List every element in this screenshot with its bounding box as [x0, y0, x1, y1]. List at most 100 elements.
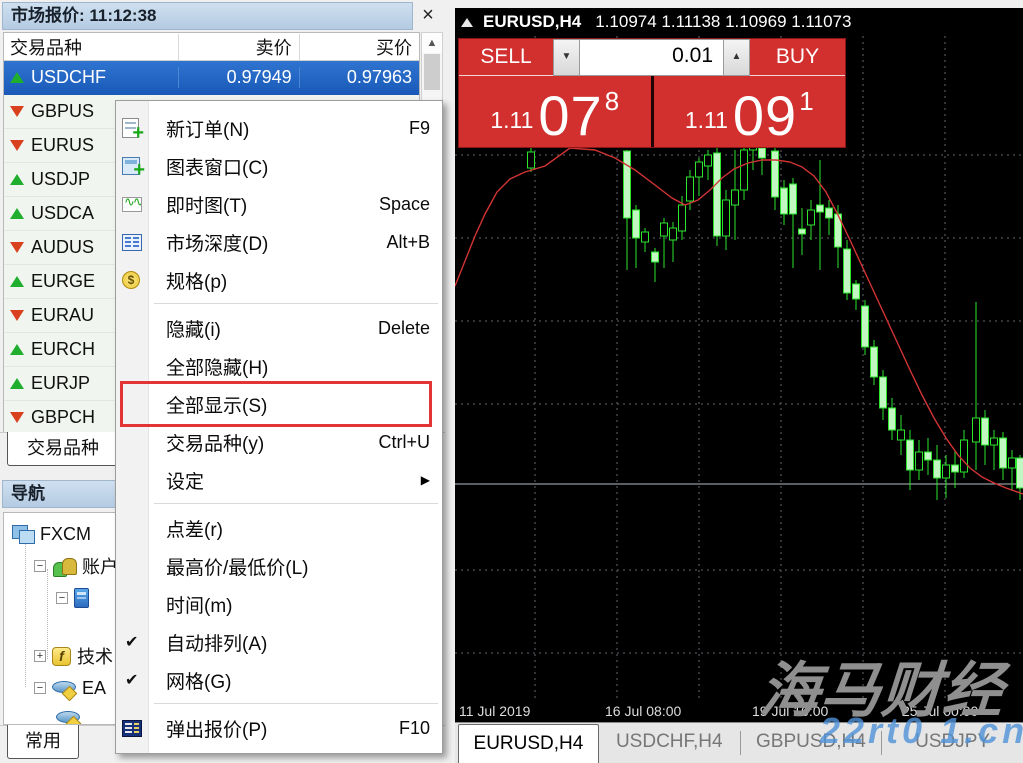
up-arrow-icon: [10, 72, 24, 83]
chart-tab-EURUSDH4[interactable]: EURUSD,H4: [458, 724, 599, 763]
chart-tab-GBPUSDH4[interactable]: GBPUSD,H4: [756, 731, 866, 752]
menu-item[interactable]: 市场深度(D) Alt+B: [116, 223, 442, 261]
candle-body: [669, 227, 677, 241]
scroll-up-icon[interactable]: ▲: [422, 33, 442, 53]
volume-input[interactable]: 0.01: [580, 39, 723, 76]
tree-item-技术[interactable]: + f 技术: [34, 643, 113, 669]
buy-price-prefix: 1.11: [684, 107, 728, 133]
chartwin-icon: [122, 157, 145, 182]
sell-button[interactable]: SELL: [459, 39, 553, 76]
menu-item[interactable]: 时间(m): [116, 585, 442, 623]
scrollbar-thumb[interactable]: [424, 54, 440, 90]
one-click-trading-panel: SELL ▼ 0.01 ▲ BUY 1.11 07 8 1.11 09 1: [458, 38, 846, 148]
menu-item[interactable]: 弹出报价(P) F10: [116, 709, 442, 747]
chart-tab-USDCHFH4[interactable]: USDCHF,H4: [615, 731, 723, 752]
tree-item-label: 技术: [77, 647, 113, 667]
menu-item[interactable]: 点差(r): [116, 509, 442, 547]
candle-body: [915, 451, 923, 471]
candle-body: [999, 437, 1007, 469]
sell-price-button[interactable]: 1.11 07 8: [459, 76, 654, 147]
tree-item-label: EA: [82, 677, 107, 698]
menu-item[interactable]: 隐藏(i) Delete: [116, 309, 442, 347]
fx-icon: f: [52, 646, 71, 666]
menu-item[interactable]: 图表窗口(C): [116, 147, 442, 185]
tab-divider: [881, 731, 883, 755]
symbol-cell: GBPCH: [4, 407, 178, 428]
symbol-name: EURGE: [31, 271, 96, 291]
chart-tab-USDJPY[interactable]: USDJPY: [915, 731, 991, 752]
up-arrow-icon: [10, 208, 24, 219]
menu-item[interactable]: 即时图(T) Space: [116, 185, 442, 223]
candle-body: [879, 376, 887, 409]
menu-item-label: 交易品种(y): [166, 433, 265, 455]
menu-item-shortcut: F10: [398, 717, 430, 738]
candle-body: [1016, 457, 1023, 489]
candle-body: [713, 152, 721, 237]
menu-item[interactable]: 最高价/最低价(L): [116, 547, 442, 585]
menu-item[interactable]: ✔ 网格(G): [116, 661, 442, 699]
menu-separator: [116, 699, 442, 709]
symbol-cell: EURGE: [4, 271, 178, 292]
candle-body: [960, 439, 968, 473]
candle-body: [870, 346, 878, 378]
acct-icon: [52, 556, 77, 577]
candle-body: [722, 199, 730, 237]
menu-item[interactable]: $ 规格(p): [116, 261, 442, 299]
candle-body: [888, 407, 896, 431]
tab-divider: [739, 731, 741, 755]
menu-item[interactable]: 全部隐藏(H): [116, 347, 442, 385]
menu-item-label: 点差(r): [166, 519, 223, 541]
menu-item[interactable]: 设定 ▶: [116, 461, 442, 499]
buy-price-button[interactable]: 1.11 09 1: [654, 76, 846, 147]
menu-item[interactable]: 全部显示(S): [116, 381, 442, 427]
expander-collapse-icon[interactable]: −: [34, 560, 46, 572]
candlestick-chart: 11 Jul 2019 16 Jul 08:00 19 Jul 16:00 25 Ju…: [455, 36, 1023, 722]
tree-item-label: 账户: [82, 557, 118, 577]
symbol-name: USDCHF: [31, 67, 106, 87]
tab-common[interactable]: 常用: [7, 725, 79, 759]
collapse-triangle-icon[interactable]: [461, 17, 473, 27]
expander-collapse-icon[interactable]: −: [56, 592, 68, 604]
candle-body: [632, 209, 640, 239]
tab-symbols[interactable]: 交易品种: [7, 432, 119, 466]
x-axis-label: 25 Jul 00:00: [902, 703, 978, 719]
column-header-symbol[interactable]: 交易品种: [10, 37, 82, 58]
menu-item[interactable]: 交易品种(y) Ctrl+U: [116, 423, 442, 461]
table-row-selected[interactable]: USDCHF 0.97949 0.97963: [4, 61, 419, 95]
tick-icon: [122, 196, 142, 212]
tree-item-FXCM[interactable]: FXCM: [12, 521, 91, 547]
neworder-icon: [122, 118, 144, 145]
close-icon[interactable]: ×: [422, 4, 434, 26]
volume-increase-button[interactable]: ▲: [723, 39, 750, 76]
menu-item-shortcut: Alt+B: [386, 231, 430, 252]
ea-icon: [52, 679, 76, 697]
tree-item[interactable]: [56, 705, 80, 724]
tree-item-EA[interactable]: − EA: [34, 675, 106, 701]
chart-panel: EURUSD,H4 1.10974 1.11138 1.10969 1.1107…: [455, 8, 1023, 763]
menu-item[interactable]: ✔ 自动排列(A): [116, 623, 442, 661]
menu-item-label: 图表窗口(C): [166, 157, 269, 179]
expander-collapse-icon[interactable]: −: [34, 682, 46, 694]
tree-item-账户[interactable]: − 账户: [34, 553, 118, 579]
server-icon: [74, 588, 89, 608]
ask-cell: 0.97963: [298, 67, 419, 88]
symbol-cell: EURAU: [4, 305, 178, 326]
candle-body: [527, 151, 535, 169]
menu-item-label: 即时图(T): [166, 195, 248, 217]
menu-item-label: 隐藏(i): [166, 319, 221, 341]
up-arrow-icon: [10, 378, 24, 389]
symbol-cell: EURJP: [4, 373, 178, 394]
volume-decrease-button[interactable]: ▼: [553, 39, 580, 76]
chart-ohlc-values: 1.10974 1.11138 1.10969 1.11073: [595, 12, 852, 31]
candle-body: [686, 176, 694, 202]
tree-item[interactable]: −: [56, 585, 89, 611]
column-header-bid[interactable]: 卖价: [178, 33, 298, 60]
candle-body: [990, 437, 998, 446]
symbol-name: EURAU: [31, 305, 95, 325]
expander-expand-icon[interactable]: +: [34, 650, 46, 662]
menu-item[interactable]: 新订单(N) F9: [116, 109, 442, 147]
column-header-ask[interactable]: 买价: [298, 33, 419, 60]
buy-button[interactable]: BUY: [750, 39, 845, 76]
candle-body: [771, 150, 779, 198]
symbol-cell: AUDUS: [4, 237, 178, 258]
